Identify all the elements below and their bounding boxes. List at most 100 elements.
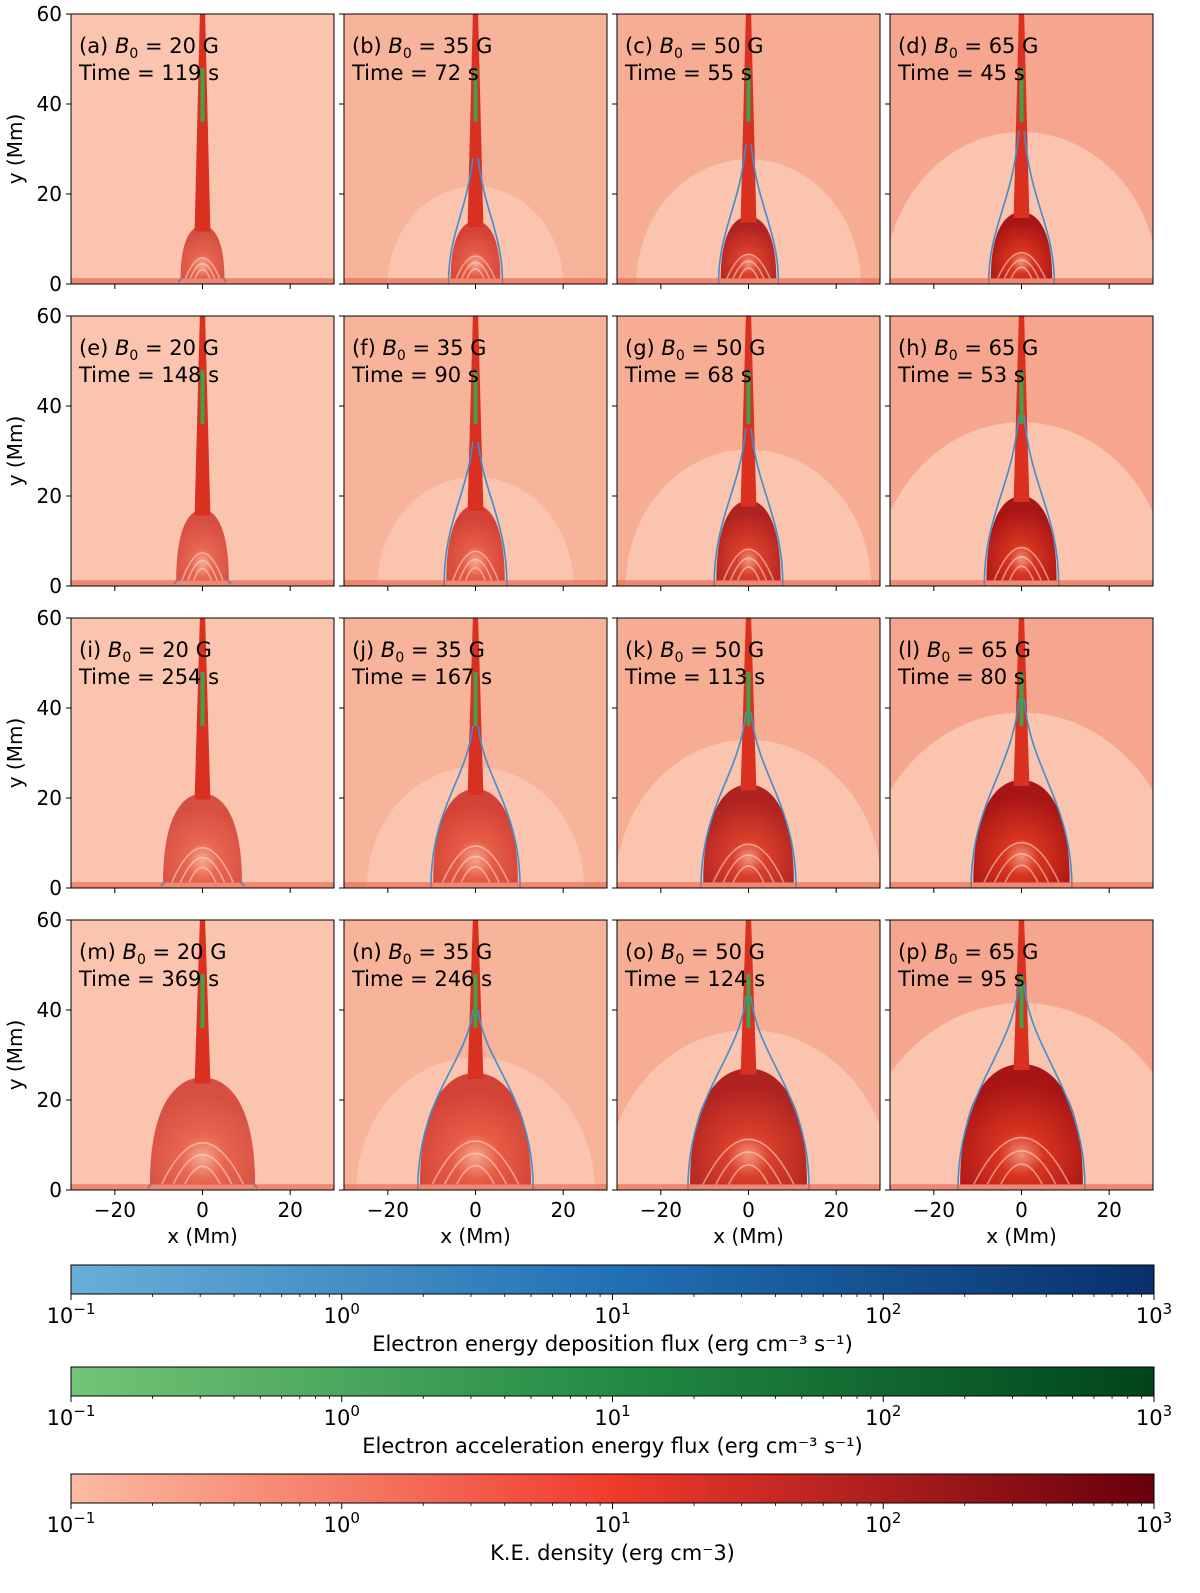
deposition-boundary-left bbox=[443, 441, 474, 586]
x-axis-label: x (Mm) bbox=[440, 1224, 511, 1248]
acceleration-region bbox=[746, 370, 751, 424]
shock-front bbox=[617, 920, 880, 1190]
dome-ripple bbox=[1008, 565, 1035, 581]
panel-field-label: (a) B0 = 20 G bbox=[79, 34, 219, 62]
dome-ripple bbox=[188, 866, 217, 883]
acceleration-region bbox=[746, 672, 751, 726]
panel-time-label: Time = 68 s bbox=[624, 363, 752, 387]
panel-field-label: (m) B0 = 20 G bbox=[79, 940, 227, 968]
panel-field bbox=[890, 14, 1153, 284]
panel-field-label: (c) B0 = 50 G bbox=[625, 34, 764, 62]
x-axis-label: x (Mm) bbox=[986, 1224, 1057, 1248]
y-tick-label: 60 bbox=[37, 2, 62, 26]
colorbar-label: Electron acceleration energy flux (erg c… bbox=[362, 1434, 863, 1458]
panel-field bbox=[890, 920, 1153, 1190]
dome-ripple bbox=[466, 268, 485, 279]
x-axis-label: x (Mm) bbox=[167, 1224, 238, 1248]
dome-ripple bbox=[431, 1140, 520, 1185]
plasma-dome bbox=[149, 1077, 256, 1185]
panel-time-label: Time = 246 s bbox=[351, 967, 492, 991]
x-tick-label: 0 bbox=[742, 1198, 755, 1222]
panel-time-label: Time = 95 s bbox=[897, 967, 1025, 991]
colorbar-tick-label: 101 bbox=[594, 1300, 630, 1328]
panel-time-label: Time = 72 s bbox=[351, 61, 479, 85]
y-tick-label: 40 bbox=[37, 696, 62, 720]
chromosphere bbox=[344, 580, 607, 586]
deposition-boundary-right bbox=[1023, 982, 1086, 1190]
acceleration-region bbox=[746, 68, 751, 122]
dome-ripple bbox=[460, 261, 491, 279]
deposition-boundary-left bbox=[970, 698, 1020, 888]
panel-time-label: Time = 53 s bbox=[897, 363, 1025, 387]
chromosphere bbox=[890, 882, 1153, 888]
dome-ripple bbox=[460, 865, 491, 883]
chromosphere bbox=[71, 580, 334, 586]
dome-ripple bbox=[183, 1165, 222, 1185]
deposition-boundary-right bbox=[1023, 130, 1056, 284]
x-tick-label: 20 bbox=[277, 1198, 302, 1222]
chromosphere bbox=[890, 580, 1153, 586]
deposition-boundary-right bbox=[477, 441, 508, 586]
deposition-boundary-right bbox=[750, 712, 797, 888]
dome-ripple bbox=[993, 853, 1050, 883]
panel-time-label: Time = 369 s bbox=[78, 967, 219, 991]
panel-field bbox=[617, 14, 880, 284]
dome-ripple bbox=[1001, 556, 1042, 581]
panel-field bbox=[344, 920, 607, 1190]
dome-ripple bbox=[722, 854, 775, 883]
y-tick-label: 40 bbox=[37, 394, 62, 418]
chromosphere bbox=[71, 1184, 334, 1190]
acceleration-region bbox=[473, 974, 478, 1028]
dome-ripple bbox=[184, 257, 221, 279]
x-tick-label: −20 bbox=[913, 1198, 955, 1222]
y-tick-label: 20 bbox=[37, 182, 62, 206]
chromosphere bbox=[71, 278, 334, 284]
colorbar-gradient bbox=[70, 1473, 1155, 1504]
chromosphere bbox=[617, 278, 880, 284]
chromosphere bbox=[890, 278, 1153, 284]
colorbar-2: 10−1 100 101 102 103 Electron acceleration en… bbox=[47, 1366, 1172, 1458]
deposition-boundary-left bbox=[987, 130, 1020, 284]
dome-ripple bbox=[983, 841, 1060, 883]
dome-ripple bbox=[702, 1138, 795, 1185]
y-tick-label: 20 bbox=[37, 484, 62, 508]
dome-ripple bbox=[181, 552, 224, 581]
colorbar-tick-label: 103 bbox=[1136, 1509, 1172, 1537]
chromosphere bbox=[344, 278, 607, 284]
panel-field-label: (n) B0 = 35 G bbox=[352, 940, 492, 968]
panel-time-label: Time = 167 s bbox=[351, 665, 492, 689]
dome-ripple bbox=[451, 550, 500, 581]
chromosphere bbox=[344, 882, 607, 888]
dome-ripple bbox=[1010, 266, 1033, 279]
dome-ripple bbox=[451, 855, 500, 883]
colorbars: 10−1 100 101 102 103 Electron energy depositi… bbox=[47, 1264, 1172, 1565]
panel-field-label: (g) B0 = 50 G bbox=[625, 336, 765, 364]
plasma-dome bbox=[433, 789, 518, 883]
dome-ripple bbox=[722, 548, 775, 581]
dome-ripple bbox=[726, 253, 771, 279]
deposition-boundary-right bbox=[750, 996, 810, 1190]
colorbar-gradient bbox=[70, 1264, 1155, 1295]
deposition-boundary-right bbox=[477, 725, 521, 888]
y-axis-label: y (Mm) bbox=[3, 718, 27, 789]
panel-field bbox=[617, 618, 880, 888]
deposition-boundary-right bbox=[750, 428, 784, 586]
deposition-boundary-left bbox=[687, 996, 747, 1190]
colorbar-1: 10−1 100 101 102 103 Electron energy depositi… bbox=[47, 1264, 1172, 1356]
x-axis-label: x (Mm) bbox=[713, 1224, 784, 1248]
panel-field-label: (i) B0 = 20 G bbox=[79, 638, 212, 666]
acceleration-region bbox=[200, 370, 205, 424]
plasma-dome bbox=[986, 496, 1057, 581]
colorbar-tick-label: 10−1 bbox=[47, 1402, 96, 1430]
plasma-dome bbox=[990, 212, 1053, 279]
panel-field-label: (k) B0 = 50 G bbox=[625, 638, 764, 666]
acceleration-region bbox=[200, 68, 205, 122]
colorbar-tick-label: 100 bbox=[324, 1402, 360, 1430]
dome-ripple bbox=[1004, 864, 1039, 883]
